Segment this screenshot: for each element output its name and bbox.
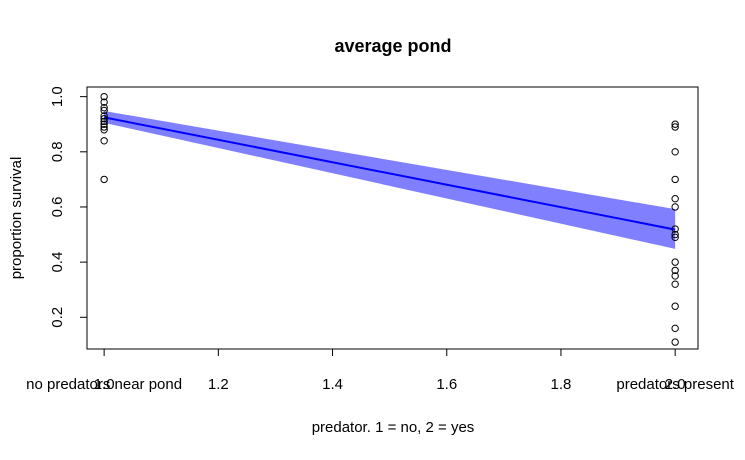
data-point: [671, 194, 679, 203]
data-point: [671, 148, 679, 156]
x-category-label: no predators near pond: [26, 376, 182, 393]
data-point: [671, 266, 679, 275]
data-point: [671, 302, 679, 310]
data-point: [671, 230, 679, 239]
data-point: [671, 175, 679, 184]
y-tick-label: 0.4: [49, 252, 66, 273]
data-point: [100, 92, 108, 101]
y-axis: 0.2 0.4 0.6 0.8 1.0: [49, 86, 88, 328]
data-point: [671, 338, 679, 346]
x-tick-label: 1.8: [551, 376, 572, 393]
data-point: [671, 123, 679, 131]
x-tick-label: 2.0: [665, 376, 686, 393]
data-point: [671, 258, 679, 266]
data-point: [671, 324, 679, 333]
data-point: [100, 120, 108, 128]
data-point: [671, 272, 679, 280]
data-point: [671, 203, 679, 211]
fit-line: [103, 116, 676, 231]
confidence-band: [104, 110, 676, 249]
data-point: [100, 117, 108, 126]
data-point: [100, 98, 108, 106]
y-axis-label: proportion survival: [8, 157, 25, 280]
data-point: [100, 115, 108, 123]
x-axis: 1.0 1.2 1.4 1.6 1.8 2.0 no predators near pond…: [26, 348, 735, 393]
data-point: [100, 175, 108, 184]
y-tick-label: 1.0: [49, 86, 66, 107]
data-point: [671, 233, 679, 242]
points-layer: [100, 92, 679, 346]
x-axis-label: predator. 1 = no, 2 = yes: [312, 419, 475, 436]
x-category-label: predators present: [616, 376, 734, 393]
y-tick-label: 0.2: [49, 307, 66, 328]
data-point: [100, 112, 108, 120]
x-tick-label: 1.2: [208, 376, 229, 393]
y-tick-label: 0.8: [49, 141, 66, 162]
data-point: [671, 120, 679, 128]
data-point: [100, 103, 108, 112]
chart-title: average pond: [334, 36, 451, 56]
fit-line-layer: [103, 116, 676, 231]
x-tick-label: 1.4: [322, 376, 343, 393]
x-tick-label: 1.0: [94, 376, 115, 393]
x-tick-label: 1.6: [436, 376, 457, 393]
data-point: [671, 225, 679, 233]
data-point: [671, 280, 679, 288]
data-point: [100, 106, 108, 115]
confidence-band-layer: [104, 110, 676, 249]
data-point: [100, 126, 108, 134]
data-point: [100, 137, 108, 145]
y-tick-label: 0.6: [49, 197, 66, 218]
data-point: [100, 123, 108, 131]
